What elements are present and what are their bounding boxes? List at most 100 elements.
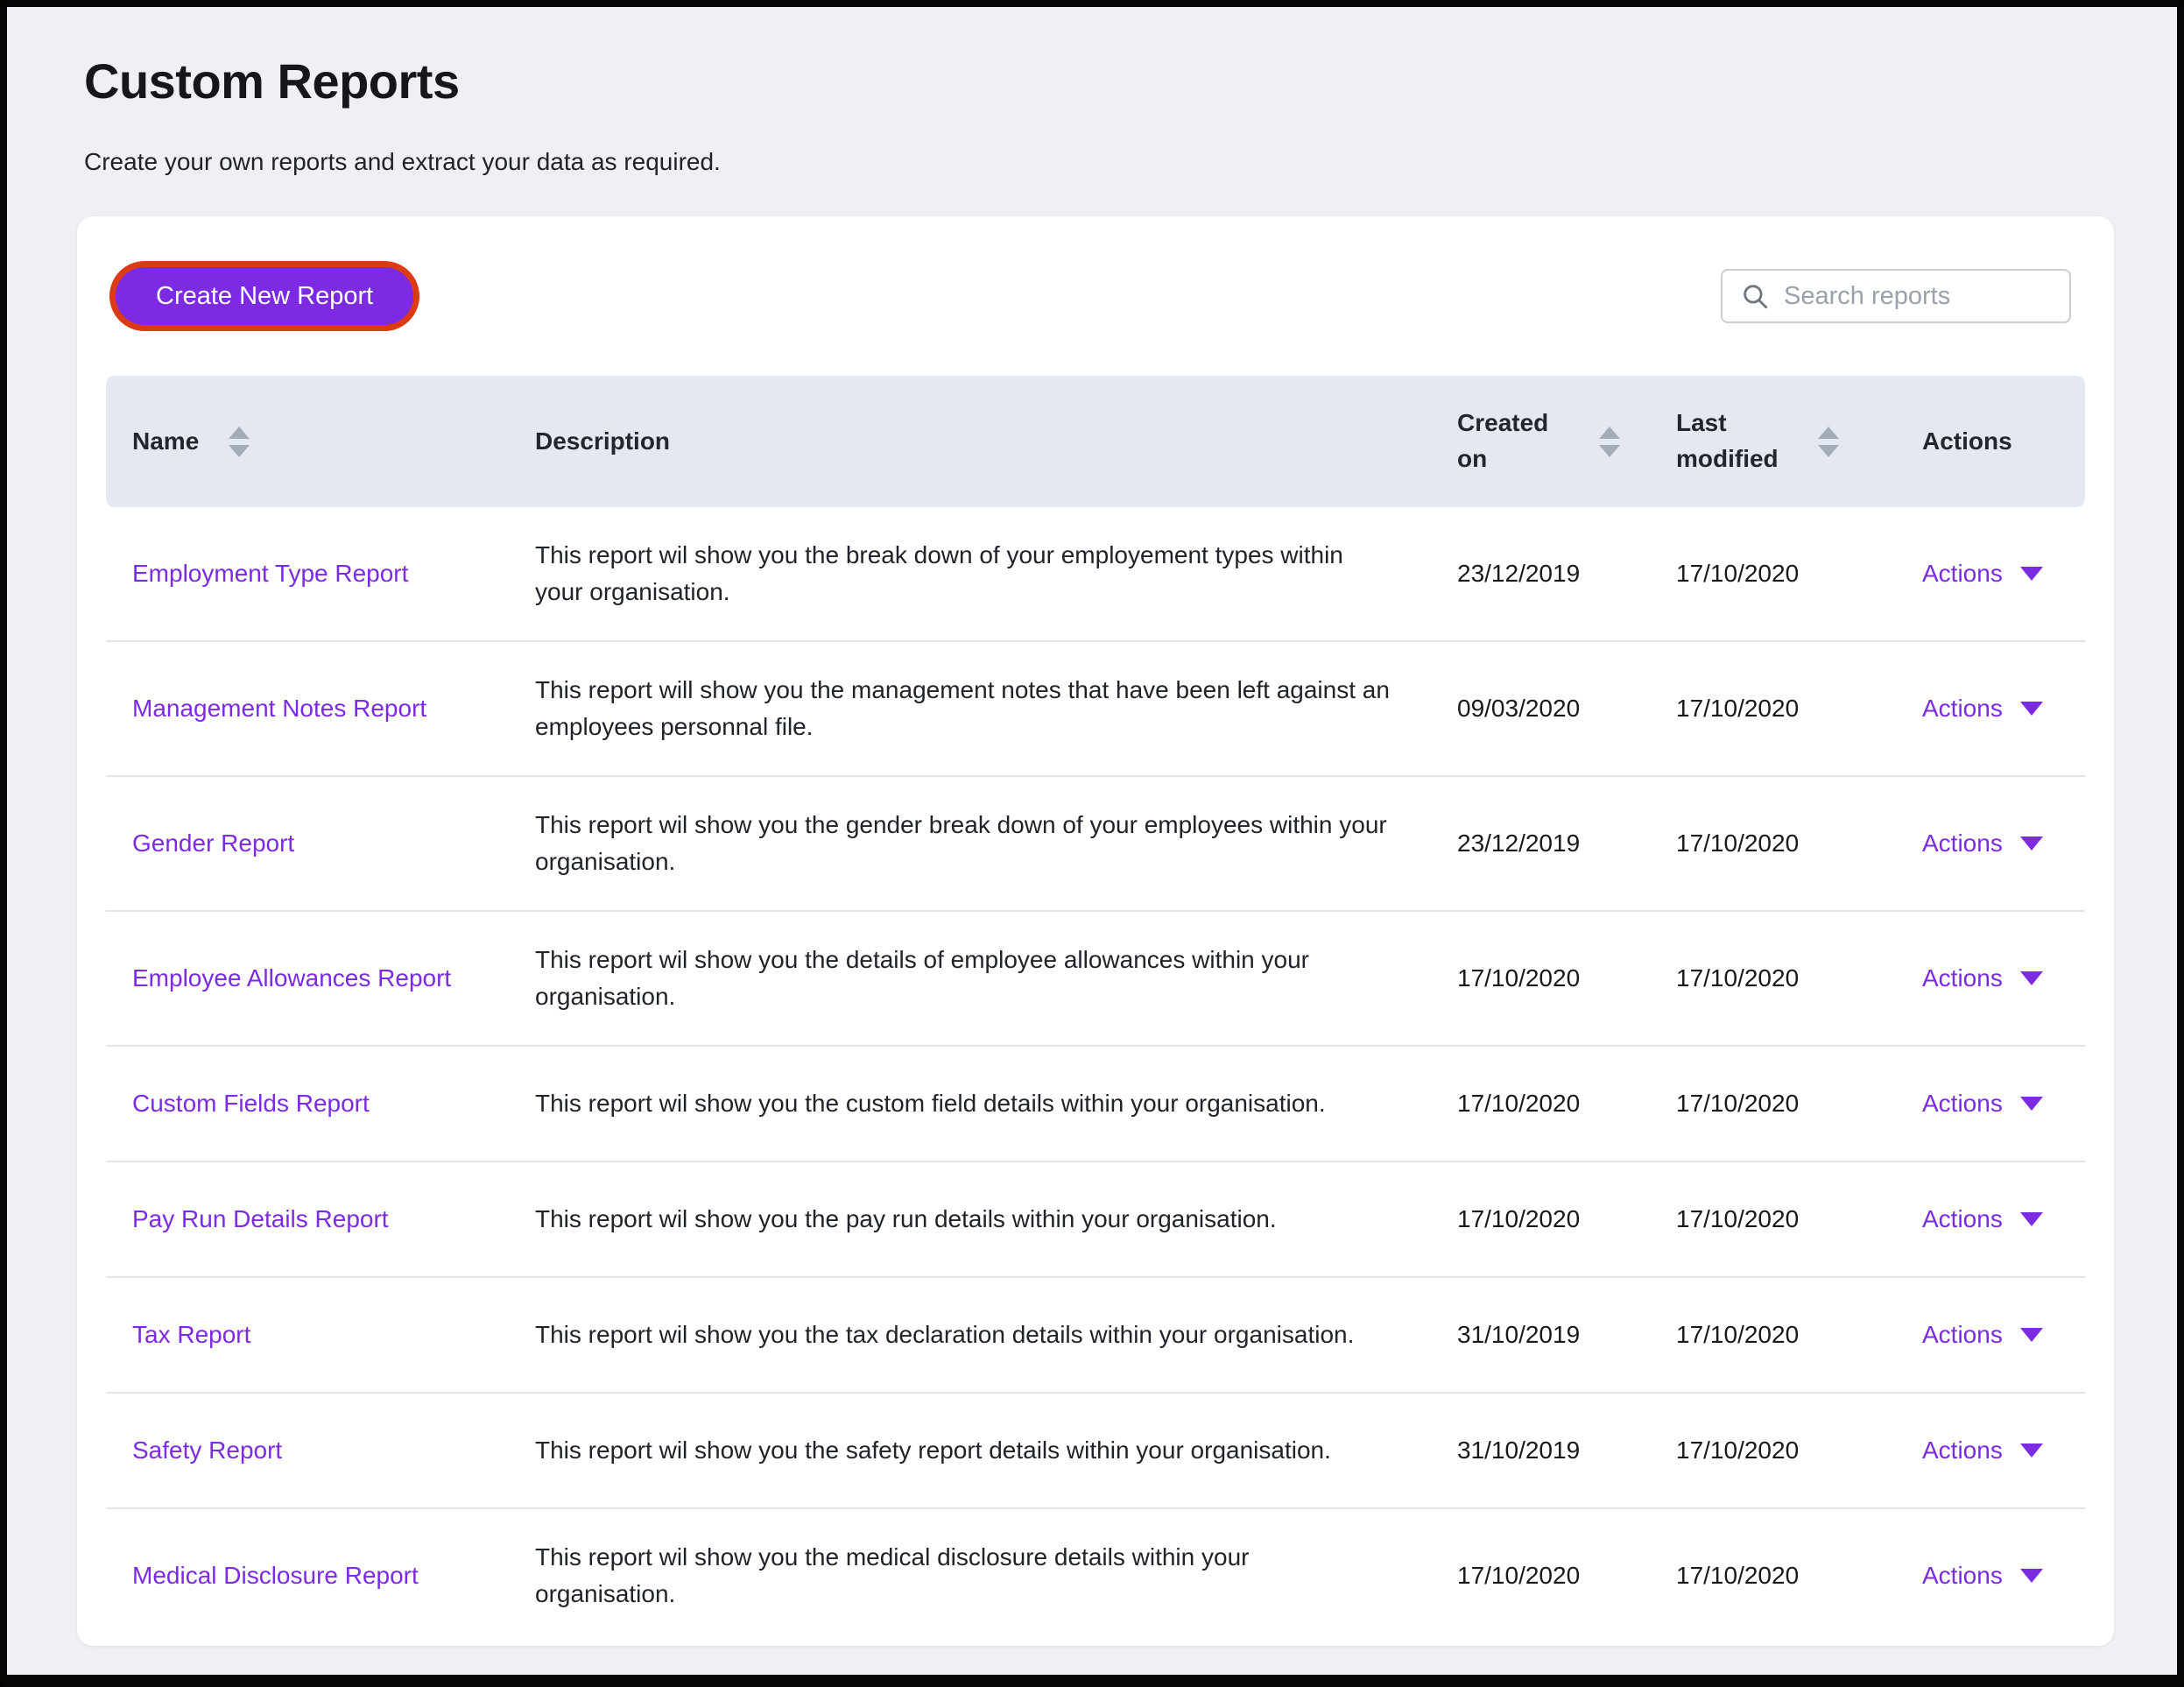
page-title: Custom Reports — [84, 53, 460, 109]
report-description: This report wil show you the gender brea… — [535, 811, 1387, 875]
table-row: Employment Type Report This report wil s… — [106, 507, 2085, 640]
report-name-cell: Pay Run Details Report — [106, 1205, 535, 1233]
caret-down-icon — [2019, 971, 2043, 985]
row-actions-cell: Actions — [1922, 695, 2085, 723]
row-actions-dropdown[interactable]: Actions — [1922, 1436, 2043, 1465]
create-new-report-button[interactable]: Create New Report — [116, 267, 414, 325]
caret-down-icon — [2019, 702, 2043, 716]
created-on-date: 17/10/2020 — [1457, 1205, 1581, 1232]
row-actions-label: Actions — [1922, 695, 2003, 722]
column-header-created-on-label: Created on — [1457, 409, 1549, 472]
report-name-cell: Employee Allowances Report — [106, 964, 535, 992]
table-row: Tax Report This report wil show you the … — [106, 1276, 2085, 1392]
row-actions-cell: Actions — [1922, 1321, 2085, 1349]
caret-down-icon — [2019, 836, 2043, 851]
report-name-cell: Employment Type Report — [106, 560, 535, 588]
sort-arrows-icon[interactable] — [229, 426, 250, 457]
last-modified-date: 17/10/2020 — [1676, 695, 1800, 722]
table-header-row: Name Description Created on Last modifie… — [106, 376, 2085, 507]
created-on-date: 17/10/2020 — [1457, 1562, 1581, 1589]
report-name-cell: Custom Fields Report — [106, 1090, 535, 1118]
row-actions-cell: Actions — [1922, 964, 2085, 992]
caret-down-icon — [2019, 1097, 2043, 1111]
report-name-cell: Tax Report — [106, 1321, 535, 1349]
report-description: This report wil show you the tax declara… — [535, 1321, 1355, 1348]
report-name-cell: Medical Disclosure Report — [106, 1562, 535, 1590]
column-header-last-modified[interactable]: Last modified — [1676, 406, 1922, 476]
row-actions-label: Actions — [1922, 964, 2003, 992]
last-modified-date: 17/10/2020 — [1676, 560, 1800, 587]
search-input[interactable] — [1784, 281, 2052, 311]
row-actions-dropdown[interactable]: Actions — [1922, 560, 2043, 588]
row-actions-dropdown[interactable]: Actions — [1922, 964, 2043, 992]
report-name-cell: Management Notes Report — [106, 695, 535, 723]
report-name-link[interactable]: Medical Disclosure Report — [132, 1562, 419, 1589]
report-name-link[interactable]: Management Notes Report — [132, 695, 427, 722]
report-description: This report wil show you the custom fiel… — [535, 1090, 1326, 1117]
search-icon — [1744, 285, 1768, 309]
report-name-link[interactable]: Employee Allowances Report — [132, 964, 452, 992]
row-actions-label: Actions — [1922, 1436, 2003, 1464]
report-name-link[interactable]: Employment Type Report — [132, 560, 409, 587]
column-header-name[interactable]: Name — [106, 426, 535, 457]
reports-table: Name Description Created on Last modifie… — [106, 376, 2085, 1642]
sort-arrows-icon[interactable] — [1599, 426, 1620, 457]
caret-down-icon — [2019, 1328, 2043, 1342]
last-modified-date: 17/10/2020 — [1676, 1205, 1800, 1232]
column-header-name-label: Name — [132, 427, 200, 455]
row-actions-label: Actions — [1922, 829, 2003, 857]
table-row: Management Notes Report This report will… — [106, 640, 2085, 775]
report-name-link[interactable]: Custom Fields Report — [132, 1090, 370, 1117]
created-on-date: 17/10/2020 — [1457, 964, 1581, 992]
report-description: This report wil show you the break down … — [535, 541, 1343, 605]
search-box — [1721, 269, 2071, 323]
created-on-date: 23/12/2019 — [1457, 829, 1581, 857]
column-header-created-on[interactable]: Created on — [1457, 406, 1676, 476]
page-subtitle: Create your own reports and extract your… — [84, 148, 721, 175]
table-body: Employment Type Report This report wil s… — [106, 507, 2085, 1642]
table-row: Custom Fields Report This report wil sho… — [106, 1045, 2085, 1161]
column-header-description: Description — [535, 427, 1457, 455]
column-header-description-label: Description — [535, 427, 671, 455]
last-modified-date: 17/10/2020 — [1676, 1436, 1800, 1464]
created-on-date: 09/03/2020 — [1457, 695, 1581, 722]
report-description: This report wil show you the medical dis… — [535, 1543, 1250, 1607]
page-header: Custom Reports Create your own reports a… — [7, 7, 2177, 176]
last-modified-date: 17/10/2020 — [1676, 964, 1800, 992]
table-row: Gender Report This report wil show you t… — [106, 775, 2085, 910]
caret-down-icon — [2019, 1212, 2043, 1226]
created-on-date: 31/10/2019 — [1457, 1321, 1581, 1348]
row-actions-label: Actions — [1922, 1205, 2003, 1232]
column-header-last-modified-label: Last modified — [1676, 409, 1779, 472]
report-name-cell: Safety Report — [106, 1436, 535, 1465]
toolbar: Create New Report — [106, 267, 2085, 325]
row-actions-label: Actions — [1922, 1090, 2003, 1117]
row-actions-cell: Actions — [1922, 1562, 2085, 1590]
report-name-link[interactable]: Gender Report — [132, 829, 295, 857]
row-actions-dropdown[interactable]: Actions — [1922, 1562, 2043, 1590]
row-actions-dropdown[interactable]: Actions — [1922, 695, 2043, 723]
created-on-date: 23/12/2019 — [1457, 560, 1581, 587]
row-actions-cell: Actions — [1922, 560, 2085, 588]
table-row: Pay Run Details Report This report wil s… — [106, 1161, 2085, 1276]
table-row: Medical Disclosure Report This report wi… — [106, 1507, 2085, 1642]
last-modified-date: 17/10/2020 — [1676, 1562, 1800, 1589]
report-description: This report wil show you the pay run det… — [535, 1205, 1277, 1232]
caret-down-icon — [2019, 1569, 2043, 1583]
report-name-link[interactable]: Tax Report — [132, 1321, 251, 1348]
row-actions-dropdown[interactable]: Actions — [1922, 829, 2043, 858]
row-actions-dropdown[interactable]: Actions — [1922, 1321, 2043, 1349]
sort-arrows-icon[interactable] — [1818, 426, 1839, 457]
last-modified-date: 17/10/2020 — [1676, 1090, 1800, 1117]
last-modified-date: 17/10/2020 — [1676, 1321, 1800, 1348]
report-name-link[interactable]: Safety Report — [132, 1436, 283, 1464]
report-description: This report wil show you the safety repo… — [535, 1436, 1331, 1464]
report-name-cell: Gender Report — [106, 829, 535, 858]
row-actions-dropdown[interactable]: Actions — [1922, 1205, 2043, 1233]
table-row: Employee Allowances Report This report w… — [106, 910, 2085, 1045]
report-name-link[interactable]: Pay Run Details Report — [132, 1205, 389, 1232]
row-actions-label: Actions — [1922, 1321, 2003, 1348]
row-actions-dropdown[interactable]: Actions — [1922, 1090, 2043, 1118]
row-actions-label: Actions — [1922, 560, 2003, 587]
